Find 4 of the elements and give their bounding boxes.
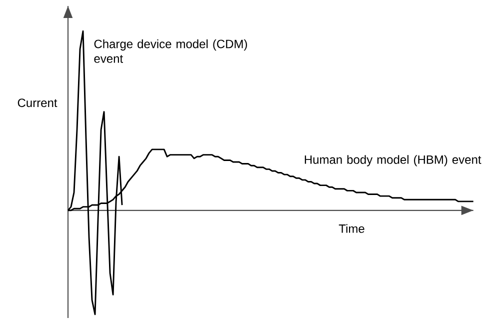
series-label: Charge device model (CDM) event — [94, 39, 247, 63]
x-axis-title: Time — [338, 224, 364, 233]
y-axis-title: Current — [18, 98, 58, 108]
series-label: Human body model (HBM) event — [304, 155, 482, 166]
